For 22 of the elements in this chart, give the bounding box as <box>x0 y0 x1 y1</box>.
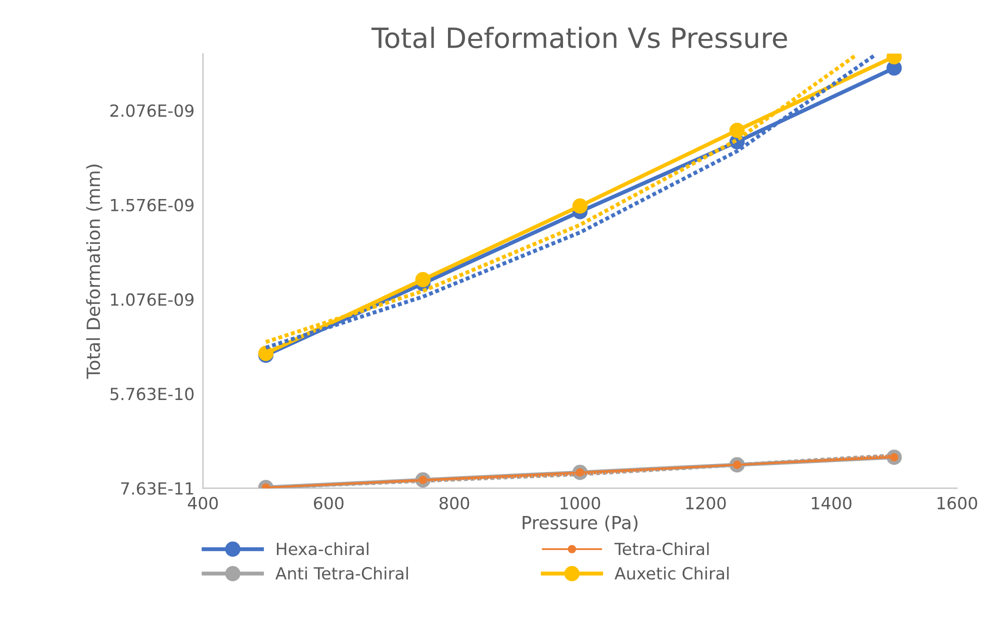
point <box>572 198 588 214</box>
x-axis-title: Pressure (Pa) <box>522 515 638 532</box>
x-tick-label: 800 <box>440 496 470 510</box>
y-tick-label: 1.076E-09 <box>111 293 194 306</box>
y-tick-label: 5.763E-10 <box>110 388 194 400</box>
point <box>415 272 431 288</box>
x-tick-label: 600 <box>314 496 344 510</box>
x-tick-label: 1000 <box>560 496 600 510</box>
x-tick-label: 1600 <box>938 496 978 510</box>
x-tick-label: 400 <box>188 496 218 510</box>
y-tick-label: 2.076E-09 <box>110 104 194 117</box>
legend-label: Auxetic Chiral <box>614 566 729 580</box>
point <box>729 122 745 138</box>
x-tick-label: 1400 <box>812 496 852 510</box>
legend-label: Hexa-chiral <box>276 542 368 556</box>
legend-label: Tetra-Chiral <box>614 542 709 556</box>
y-axis-title: Total Deformation (mm) <box>86 164 102 379</box>
chart-title: Total Deformation Vs Pressure <box>371 26 787 48</box>
y-tick-label: 1.576E-09 <box>111 198 194 212</box>
legend-label: Anti Tetra-Chiral <box>275 566 408 580</box>
y-tick-label: 7.63E-11 <box>121 482 194 495</box>
x-tick-label: 1200 <box>686 496 726 510</box>
